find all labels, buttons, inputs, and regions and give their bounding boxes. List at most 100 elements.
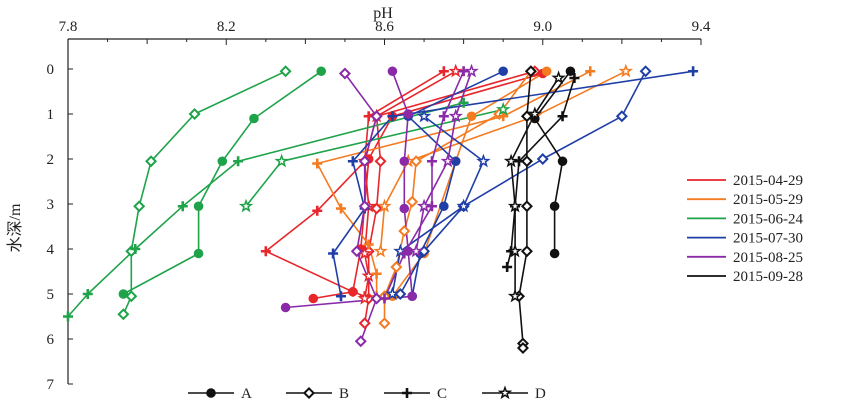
x-tick-label: 9.0 xyxy=(533,19,552,35)
data-point-2015-07-30-c xyxy=(347,156,358,167)
data-point-2015-09-28-b xyxy=(520,155,533,168)
site-legend-marker-c xyxy=(402,388,412,398)
data-point-2015-09-28-a xyxy=(557,156,568,167)
data-point-2015-09-28-c xyxy=(514,156,525,167)
data-point-2015-07-30-d xyxy=(416,108,432,123)
legend-label-2015-06-24: 2015-06-24 xyxy=(733,211,803,227)
x-axis-title: pH xyxy=(373,5,393,22)
site-legend: A B C D xyxy=(188,385,546,402)
data-point-2015-06-24-c xyxy=(177,201,188,212)
data-point-2015-08-25-b xyxy=(370,292,383,305)
data-point-2015-09-28-c xyxy=(569,73,580,83)
data-point-2015-07-30-a xyxy=(498,66,508,77)
series-line-2015-06-24-a xyxy=(123,70,322,295)
data-point-2015-06-24-d xyxy=(274,153,289,168)
legend-label-2015-08-25: 2015-08-25 xyxy=(733,250,803,266)
data-point-2015-06-24-b xyxy=(188,107,201,121)
data-point-2015-09-28-b xyxy=(516,341,529,355)
data-point-2015-05-29-a xyxy=(466,111,477,122)
series-line-2015-06-24-c xyxy=(67,102,464,318)
data-point-2015-04-29-b xyxy=(358,317,371,330)
data-point-2015-06-24-d xyxy=(495,101,511,116)
data-point-2015-06-24-a xyxy=(217,156,228,167)
series-line-2015-07-30-c xyxy=(332,70,694,297)
data-point-2015-07-30-d xyxy=(385,286,400,301)
y-tick-label: 1 xyxy=(47,107,55,123)
data-point-2015-04-29-c xyxy=(260,246,271,257)
data-point-2015-06-24-b xyxy=(125,290,138,303)
data-point-2015-05-29-c xyxy=(335,203,346,214)
data-point-2015-08-25-a xyxy=(407,291,417,302)
data-point-2015-07-30-c xyxy=(688,66,699,77)
data-point-2015-08-25-c xyxy=(438,111,449,122)
x-tick-label: 7.8 xyxy=(59,19,78,35)
x-tick-label: 8.2 xyxy=(217,19,236,35)
data-point-2015-06-24-b xyxy=(133,200,146,213)
x-tick-label: 8.6 xyxy=(375,19,394,35)
data-point-2015-07-30-c xyxy=(328,248,339,259)
data-point-2015-04-29-c xyxy=(347,286,358,297)
x-tick-label: 9.4 xyxy=(692,19,711,35)
data-point-2015-05-29-d xyxy=(618,63,634,78)
series-line-2015-05-29-b xyxy=(383,70,532,324)
data-point-2015-08-25-a xyxy=(399,203,410,214)
data-point-2015-08-25-a xyxy=(399,156,410,167)
data-point-2015-05-29-c xyxy=(363,239,374,250)
series-line-2015-09-28-b xyxy=(518,71,532,348)
data-point-2015-09-28-d xyxy=(507,198,523,213)
legend-label-2015-07-30: 2015-07-30 xyxy=(733,231,803,247)
data-point-2015-06-24-c xyxy=(82,289,93,299)
y-tick-label: 5 xyxy=(47,287,55,303)
legend-label-2015-05-29: 2015-05-29 xyxy=(733,192,803,208)
data-point-2015-08-25-b xyxy=(370,110,383,123)
data-point-2015-08-25-c xyxy=(379,293,390,304)
site-legend-label-a: A xyxy=(241,386,252,402)
y-tick-label: 6 xyxy=(47,332,55,348)
axes: 7.8 8.2 8.6 9.0 9.4 0 1 2 3 4 5 6 7 xyxy=(47,19,711,393)
data-point-2015-09-28-b xyxy=(520,245,533,258)
data-point-2015-09-28-c xyxy=(557,111,568,122)
y-tick-label: 0 xyxy=(47,62,55,78)
data-point-2015-08-25-c xyxy=(426,201,437,212)
data-point-2015-05-29-b xyxy=(390,260,403,274)
data-point-2015-06-24-a xyxy=(193,248,204,259)
data-point-2015-05-29-c xyxy=(371,268,382,279)
data-point-2015-07-30-d xyxy=(476,153,491,168)
data-point-2015-07-30-b xyxy=(615,110,628,123)
site-legend-marker-b xyxy=(302,386,316,400)
data-point-2015-08-25-b xyxy=(338,67,351,80)
data-point-2015-09-28-d xyxy=(503,153,519,168)
data-point-2015-08-25-b xyxy=(350,245,363,258)
data-point-2015-06-24-d xyxy=(238,198,254,213)
data-point-2015-05-29-c xyxy=(498,111,509,122)
data-point-2015-06-24-b xyxy=(117,308,130,321)
data-point-2015-09-28-a xyxy=(549,201,560,212)
data-point-2015-04-29-b xyxy=(370,202,383,215)
data-point-2015-06-24-a xyxy=(193,201,204,212)
data-point-2015-07-30-b xyxy=(536,152,549,166)
data-point-2015-06-24-c xyxy=(130,244,141,254)
y-tick-label: 2 xyxy=(47,152,55,168)
data-point-2015-06-24-c xyxy=(63,311,73,322)
data-point-2015-05-29-c xyxy=(312,158,323,169)
data-point-2015-06-24-b xyxy=(279,65,292,78)
data-point-2015-08-25-d xyxy=(416,198,432,213)
data-point-2015-09-28-d xyxy=(507,243,523,258)
data-point-2015-08-25-c xyxy=(399,248,410,259)
data-point-2015-09-28-b xyxy=(520,200,533,213)
y-tick-label: 4 xyxy=(47,242,55,258)
data-point-2015-08-25-c xyxy=(426,156,437,167)
data-point-2015-08-25-d xyxy=(448,108,463,123)
site-legend-marker-d xyxy=(497,385,513,400)
data-point-2015-06-24-a xyxy=(249,113,259,124)
date-legend: 2015-04-29 2015-05-29 2015-06-24 2015-07-30… xyxy=(687,173,803,285)
data-point-2015-05-29-b xyxy=(378,317,391,330)
data-point-2015-08-25-c xyxy=(458,66,469,77)
y-tick-label: 7 xyxy=(47,377,55,393)
data-point-2015-05-29-b xyxy=(398,224,411,238)
series-line-2015-08-25-c xyxy=(383,70,465,299)
site-legend-marker-a xyxy=(206,388,216,398)
data-point-2015-06-24-b xyxy=(145,155,158,168)
data-point-2015-07-30-d xyxy=(456,198,471,213)
